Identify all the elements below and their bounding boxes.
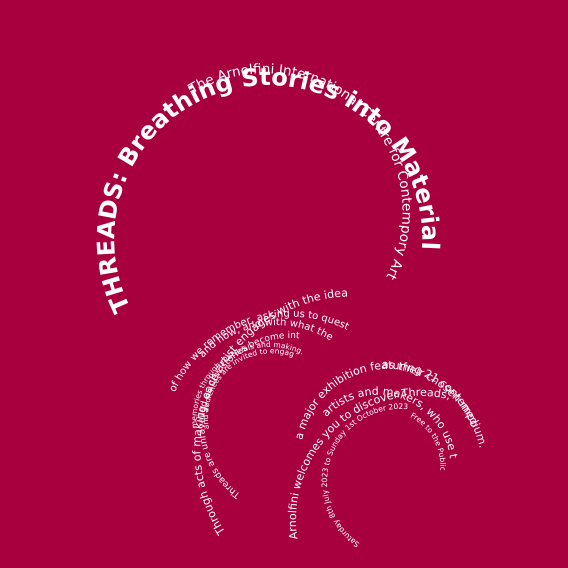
exhibition-title: THREADS: Breathing Stories into Material… [0,0,444,317]
intro-line-3: and how, and with what the work has been… [0,0,335,360]
venue-subtitle: The Arnolfini International Centre for C… [0,0,415,282]
